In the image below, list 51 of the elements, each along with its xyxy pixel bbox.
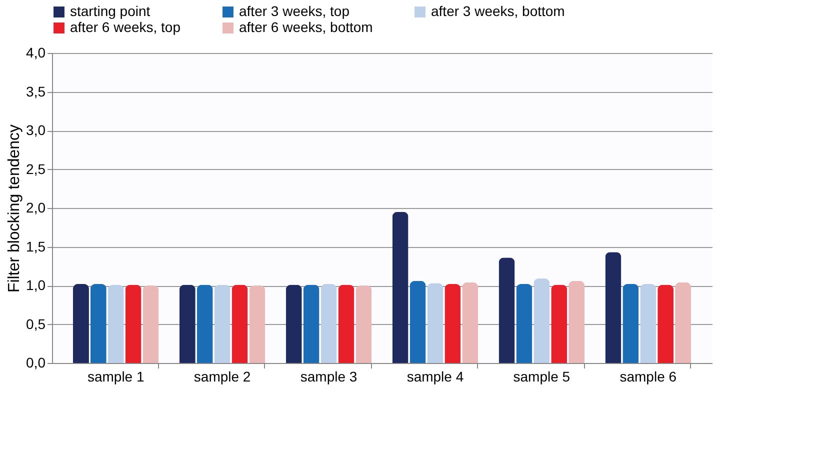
bar <box>675 282 692 363</box>
bar <box>108 284 124 363</box>
legend-label: after 3 weeks, bottom <box>431 3 565 19</box>
legend-label: after 3 weeks, top <box>239 3 350 19</box>
bar <box>392 212 408 363</box>
y-tick-label: 1,5 <box>26 238 46 254</box>
x-tick-label: sample 4 <box>406 368 464 384</box>
bar <box>551 284 568 363</box>
y-tick-label: 1,0 <box>26 277 46 293</box>
y-tick-label: 0,0 <box>26 354 46 370</box>
bar <box>516 284 532 363</box>
bar <box>605 252 622 363</box>
y-tick-label: 2,5 <box>26 160 46 177</box>
y-tick-label: 2,0 <box>26 200 46 216</box>
bar <box>286 284 302 363</box>
bar <box>72 284 89 363</box>
bar <box>338 284 354 363</box>
bar <box>622 284 639 363</box>
y-tick-label: 0,5 <box>26 316 46 332</box>
bar <box>125 284 142 363</box>
bar <box>498 258 515 363</box>
bar <box>196 284 213 363</box>
y-axis-title: Filter blocking tendency <box>6 124 24 293</box>
bar <box>444 284 461 363</box>
bar <box>568 280 585 363</box>
bar <box>303 284 320 363</box>
bar <box>90 284 106 363</box>
legend-label: starting point <box>70 3 150 19</box>
bar <box>640 284 656 363</box>
bar <box>427 283 444 363</box>
bar <box>142 286 159 363</box>
legend-label: after 6 weeks, bottom <box>239 19 373 35</box>
bar <box>179 284 196 363</box>
y-tick-label: 3,0 <box>26 122 46 138</box>
y-tick-label: 4,0 <box>26 44 46 60</box>
bar <box>658 284 674 363</box>
x-tick-label: sample 1 <box>87 368 144 384</box>
x-tick-label: sample 5 <box>513 368 570 384</box>
y-tick-label: 3,5 <box>26 83 46 100</box>
bar <box>214 284 230 363</box>
x-tick-label: sample 6 <box>620 368 677 384</box>
bar <box>410 280 426 363</box>
bar <box>249 286 266 363</box>
bar <box>320 284 337 363</box>
bar <box>356 286 372 363</box>
x-tick-label: sample 3 <box>300 368 358 384</box>
bar <box>462 282 478 363</box>
legend-label: after 6 weeks, top <box>70 19 181 35</box>
bar <box>534 278 550 363</box>
bar <box>232 284 248 363</box>
x-tick-label: sample 2 <box>194 368 251 384</box>
